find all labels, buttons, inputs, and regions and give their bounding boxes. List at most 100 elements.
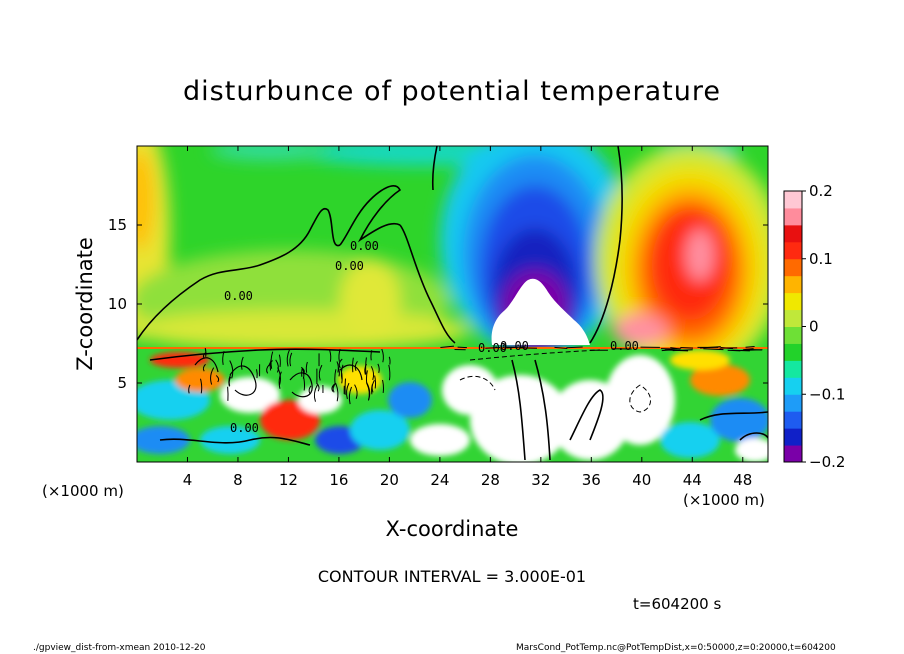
scribble-stroke: [354, 384, 358, 399]
scribble-stroke: [338, 348, 341, 362]
scribble-stroke: [199, 378, 203, 394]
x-tick-label: 28: [481, 471, 500, 489]
colorbar-swatch: [784, 377, 802, 395]
colorbar-swatch: [784, 343, 802, 361]
scribble-stroke: [554, 346, 568, 349]
scribble-stroke: [703, 348, 724, 351]
scribble-stroke: [313, 384, 318, 402]
colorbar-tick-label: 0.2: [809, 182, 833, 200]
y-axis: 5 10 15: [108, 216, 768, 392]
contour-label: 0.00: [478, 341, 507, 355]
x-tick-label: 24: [430, 471, 449, 489]
scribble-stroke: [270, 351, 274, 369]
contour-label: 0.00: [500, 339, 529, 353]
scribble-stroke: [289, 352, 293, 367]
contour-labels: 0.000.000.000.00 0.000.000.00: [224, 239, 639, 435]
scribble-stroke: [381, 348, 384, 363]
scribble-stroke: [210, 367, 215, 385]
scribble-stroke: [269, 360, 273, 368]
colorbar-tick-label: −0.2: [809, 453, 845, 471]
scribble-stroke: [334, 369, 337, 385]
scribble-stroke: [338, 358, 343, 369]
y-tick-label: 5: [117, 374, 127, 392]
scribble-stroke: [275, 359, 279, 373]
colorbar-tick-label: 0: [809, 318, 819, 336]
colorbar-tick-label: −0.1: [809, 385, 845, 403]
contour-label: 0.00: [335, 259, 364, 273]
negative-contour-lines: [459, 349, 651, 413]
colorbar-swatch: [784, 275, 802, 294]
scribble-stroke: [371, 384, 373, 395]
contour-label: 0.00: [230, 421, 259, 435]
scribble-stroke: [370, 366, 375, 381]
scribble-stroke: [364, 363, 367, 375]
scribble-stroke: [346, 382, 350, 400]
x-tick-label: 32: [531, 471, 550, 489]
scribble-stroke: [308, 385, 312, 394]
contour-label: 0.00: [610, 339, 639, 353]
chart-title: disturbunce of potential temperature: [183, 76, 721, 107]
scribble-stroke: [370, 350, 373, 361]
scribble-stroke: [266, 364, 270, 374]
scribble-stroke: [240, 356, 244, 370]
x-tick-label: 44: [683, 471, 702, 489]
colorbar-swatch: [784, 207, 802, 226]
time-label: t=604200 s: [633, 595, 722, 613]
footer-source-info: MarsCond_PotTemp.nc@PotTempDist,x=0:5000…: [516, 643, 836, 653]
scribble-stroke: [277, 367, 281, 386]
colorbar-swatch: [784, 191, 802, 209]
x-tick-label: 40: [632, 471, 651, 489]
scribble-stroke: [377, 363, 380, 374]
scribble-stroke: [741, 349, 763, 351]
colorbar-swatch: [784, 258, 802, 277]
scribble-stroke: [336, 361, 339, 373]
x-unit-right: (×1000 m): [683, 491, 765, 509]
scribble-stroke: [222, 350, 225, 365]
scribble-stroke: [302, 376, 306, 391]
contour-lines: [137, 146, 768, 461]
footer-script-name: ./gpview_dist-from-xmean 2010-12-20: [33, 643, 206, 653]
scribble-stroke: [331, 383, 336, 392]
x-tick-label: 8: [233, 471, 243, 489]
scribble-stroke: [229, 360, 234, 379]
scribble-stroke: [318, 364, 323, 381]
scribble-stroke: [305, 361, 308, 373]
y-tick-label: 15: [108, 216, 127, 234]
scribble-stroke: [256, 369, 258, 379]
scribble-stroke: [720, 346, 734, 350]
scribble-stroke: [388, 364, 391, 381]
scribble-stroke: [352, 357, 354, 373]
scribble-stroke: [215, 375, 220, 383]
x-unit-left: (×1000 m): [42, 482, 124, 500]
scribble-stroke: [340, 364, 344, 380]
scribble-stroke: [228, 374, 231, 387]
scribble-stroke: [485, 346, 501, 349]
scribble-stroke: [300, 366, 305, 375]
contour-interval: CONTOUR INTERVAL = 3.000E-01: [317, 567, 587, 586]
scribble-stroke: [672, 349, 693, 352]
scribble-stroke: [329, 350, 332, 362]
colorbar-swatch: [784, 241, 802, 260]
scribble-stroke: [354, 360, 358, 372]
scribble-stroke: [382, 379, 385, 393]
scribble-stroke: [374, 375, 377, 389]
scribble-stroke: [286, 349, 291, 367]
x-axis-title: X-coordinate: [386, 517, 519, 541]
scribble-stroke: [365, 370, 368, 384]
x-tick-label: 12: [279, 471, 298, 489]
x-tick-label: 20: [380, 471, 399, 489]
scribble-stroke: [188, 384, 191, 394]
scribble-stroke: [278, 371, 282, 389]
y-tick-label: 10: [108, 295, 127, 313]
colorbar-swatch: [784, 326, 802, 344]
x-tick-label: 48: [733, 471, 752, 489]
scribble-stroke: [566, 346, 583, 349]
colorbar-swatch: [784, 428, 802, 446]
contour-label: 0.00: [350, 239, 379, 253]
scribble-stroke: [680, 347, 694, 349]
colorbar: 0.2 0.1 0 −0.1 −0.2: [783, 182, 845, 471]
scribble-stroke: [335, 383, 339, 402]
scribble-stroke: [670, 347, 681, 350]
y-axis-title: Z-coordinate: [73, 237, 97, 371]
